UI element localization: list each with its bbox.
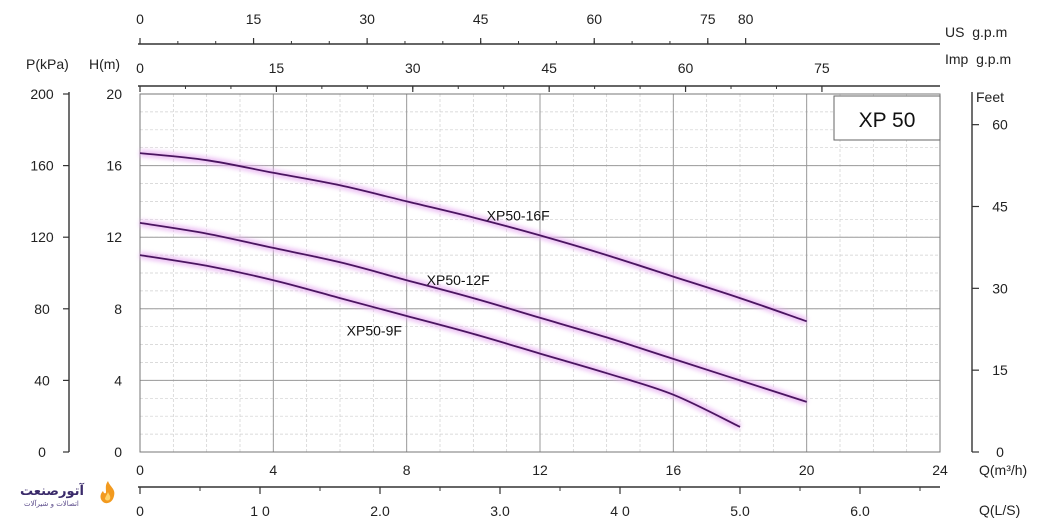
- logo-subtext: اتصالات و شیرآلات: [24, 500, 79, 508]
- imp-gpm-axis-label: Imp g.p.m: [945, 51, 1011, 67]
- feet-tick-label: 0: [996, 444, 1004, 460]
- x-axis-ticks: 0 4 8 12 16 20 24: [136, 462, 948, 478]
- feet-tick-label: 60: [992, 117, 1008, 133]
- pump-curves: XP50-16F XP50-12F XP50-9F: [139, 149, 808, 431]
- us-gpm-tick-label: 75: [700, 11, 716, 27]
- flame-icon: [100, 481, 115, 504]
- model-label: XP 50: [859, 109, 916, 132]
- feet-tick-label: 30: [992, 280, 1008, 296]
- ls-tick-label: 5.0: [730, 503, 750, 519]
- us-gpm-tick-label: 45: [473, 11, 489, 27]
- ls-tick-label: 2.0: [370, 503, 390, 519]
- pressure-ticks: 0 40 80 120 160 200: [30, 86, 69, 460]
- feet-axis-label: Feet: [976, 89, 1004, 105]
- ls-axis-ticks: 0 1 0 2.0 3.0 4 0 5.0 6.0: [136, 487, 921, 519]
- curve-label: XP50-12F: [427, 272, 490, 288]
- feet-tick-label: 15: [992, 362, 1008, 378]
- feet-ticks: 0 15 30 45 60: [972, 117, 1008, 460]
- x-tick-label: 24: [932, 462, 948, 478]
- curve-xp50-12f: [139, 222, 807, 403]
- ls-tick-label: 4 0: [610, 503, 630, 519]
- us-gpm-tick-label: 80: [738, 11, 754, 27]
- curve-label: XP50-9F: [347, 322, 402, 338]
- model-label-box: [833, 95, 941, 141]
- curve-label: XP50-16F: [487, 208, 550, 224]
- us-gpm-tick-label: 60: [586, 11, 602, 27]
- imp-gpm-tick-label: 45: [541, 60, 557, 76]
- head-axis-label: H(m): [89, 56, 120, 72]
- plot-area-frame: [139, 93, 941, 453]
- imp-gpm-tick-label: 60: [678, 60, 694, 76]
- ls-tick-label: 3.0: [490, 503, 510, 519]
- x-tick-label: 12: [532, 462, 548, 478]
- ls-tick-label: 0: [136, 503, 144, 519]
- x-tick-label: 4: [269, 462, 277, 478]
- imp-gpm-tick-label: 0: [136, 60, 144, 76]
- imp-gpm-ticks: 0 15 30 45 60 75: [136, 60, 830, 92]
- head-tick-label: 8: [114, 301, 122, 317]
- logo-text: آتورصنعت: [20, 484, 84, 499]
- ls-axis-label: Q(L/S): [979, 502, 1020, 518]
- head-tick-label: 20: [106, 86, 122, 102]
- pressure-axis-label: P(kPa): [26, 56, 69, 72]
- us-gpm-tick-label: 15: [246, 11, 262, 27]
- x-tick-label: 16: [666, 462, 682, 478]
- pressure-tick-label: 120: [30, 229, 54, 245]
- pressure-tick-label: 160: [30, 158, 54, 174]
- us-gpm-axis-label: US g.p.m: [945, 24, 1007, 40]
- us-gpm-tick-label: 30: [359, 11, 375, 27]
- ls-tick-label: 6.0: [850, 503, 870, 519]
- imp-gpm-tick-label: 15: [269, 60, 285, 76]
- x-tick-label: 0: [136, 462, 144, 478]
- brand-logo: آتورصنعت اتصالات و شیرآلات: [16, 478, 126, 514]
- head-tick-label: 0: [114, 444, 122, 460]
- imp-gpm-tick-label: 30: [405, 60, 421, 76]
- feet-tick-label: 45: [992, 198, 1008, 214]
- ls-tick-label: 1 0: [250, 503, 270, 519]
- x-axis-label: Q(m³/h): [979, 462, 1027, 478]
- head-tick-label: 4: [114, 372, 122, 388]
- x-tick-label: 20: [799, 462, 815, 478]
- curve-xp50-9f: [139, 254, 741, 428]
- x-tick-label: 8: [403, 462, 411, 478]
- head-tick-label: 16: [106, 158, 122, 174]
- pressure-tick-label: 80: [34, 301, 50, 317]
- curve-xp50-16f: [139, 152, 807, 323]
- head-ticks: 0 4 8 12 16 20: [106, 86, 122, 460]
- pressure-tick-label: 40: [34, 372, 50, 388]
- imp-gpm-tick-label: 75: [814, 60, 830, 76]
- pressure-tick-label: 0: [38, 444, 46, 460]
- head-tick-label: 12: [106, 229, 122, 245]
- us-gpm-tick-label: 0: [136, 11, 144, 27]
- pressure-tick-label: 200: [30, 86, 54, 102]
- us-gpm-ticks: 0 15 30 45 60 75 80: [136, 11, 754, 44]
